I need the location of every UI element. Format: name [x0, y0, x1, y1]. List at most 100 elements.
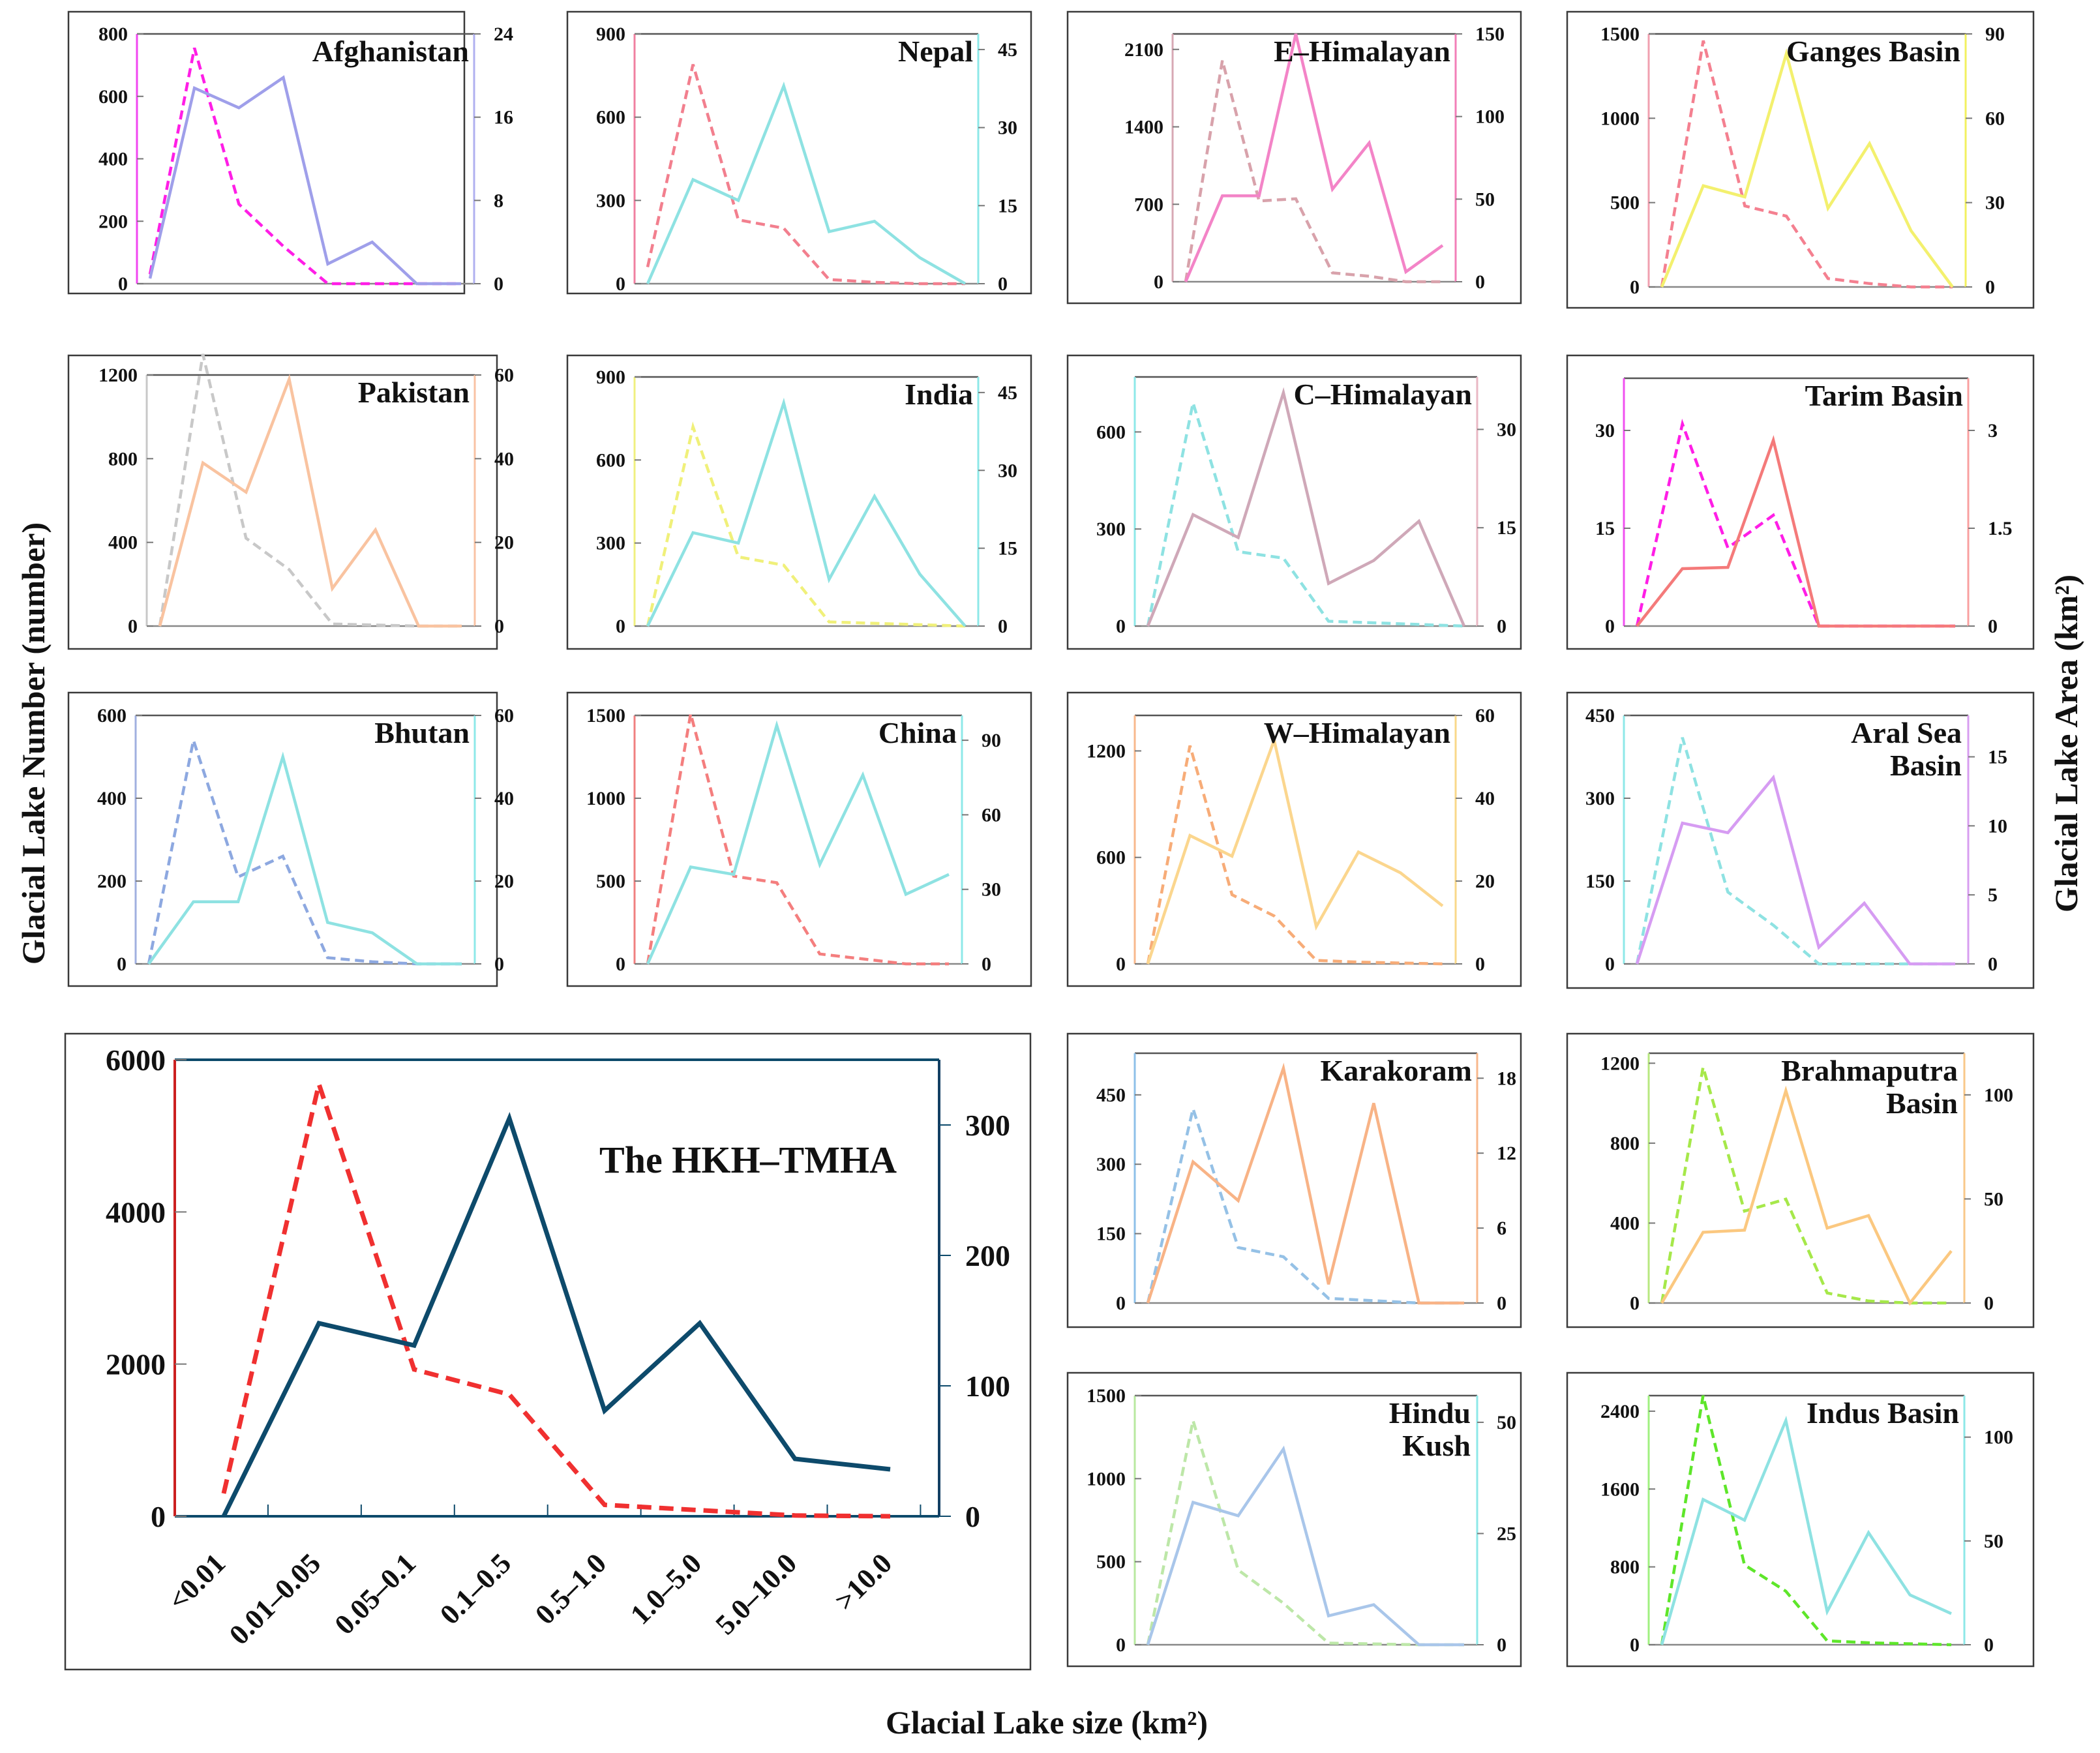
left-tick-label: 300 — [1585, 788, 1615, 809]
panel-w-himalayan: 0 600 1200 0 20 40 60 W–Himalayan — [1066, 691, 1522, 987]
x-category-label: 0.01–0.05 — [223, 1547, 327, 1651]
panel-title: Hindu — [1389, 1396, 1471, 1430]
right-tick-label: 15 — [998, 195, 1017, 217]
right-tick-label: 60 — [1985, 108, 2005, 129]
right-tick-label: 50 — [1984, 1531, 2003, 1552]
left-tick-label: 600 — [1096, 421, 1126, 443]
number-series-line — [1146, 1103, 1464, 1305]
right-tick-label: 90 — [982, 730, 1001, 751]
panel-frame — [67, 354, 498, 650]
left-tick-label: 800 — [108, 448, 138, 470]
left-tick-label: 900 — [596, 367, 625, 388]
panel-title: Indus Basin — [1807, 1396, 1959, 1430]
left-tick-label: 500 — [596, 871, 625, 892]
panel-c-himalayan: 0 300 600 0 15 30 C–Himalayan — [1066, 354, 1522, 650]
right-tick-label: 0 — [998, 616, 1008, 637]
x-category-label: <0.01 — [162, 1547, 232, 1617]
area-series-line — [158, 374, 462, 628]
left-tick-label: 600 — [97, 705, 127, 727]
number-series-line — [1660, 40, 1953, 289]
panel-indus-basin: 0 800 1600 2400 0 50 100 Indus Basin — [1566, 1371, 2035, 1668]
number-series-line — [646, 713, 949, 966]
panel-pakistan: 0 400 800 1200 0 20 40 60 Pakistan — [67, 353, 514, 650]
right-tick-label: 100 — [965, 1370, 1010, 1403]
panel-karakoram: 0 150 300 450 0 6 12 18 Karakoram — [1066, 1032, 1522, 1328]
right-tick-label: 10 — [1988, 815, 2007, 837]
right-tick-label: 8 — [494, 190, 503, 211]
x-category-label: 0.5–1.0 — [529, 1547, 612, 1630]
left-tick-label: 0 — [616, 616, 625, 637]
panel-frame — [566, 10, 1032, 295]
right-tick-label: 0 — [494, 953, 504, 975]
left-tick-label: 0 — [1605, 616, 1615, 637]
right-tick-label: 30 — [998, 460, 1017, 481]
left-tick-label: 0 — [117, 953, 127, 975]
panel-frame — [566, 354, 1032, 650]
panel-frame — [1566, 1032, 2035, 1328]
x-category-label: 5.0–10.0 — [710, 1547, 803, 1641]
left-tick-label: 0 — [1116, 1293, 1126, 1314]
right-tick-label: 50 — [1984, 1188, 2003, 1210]
left-tick-label: 0 — [616, 953, 625, 975]
right-tick-label: 100 — [1984, 1427, 2013, 1448]
right-tick-label: 100 — [1984, 1085, 2013, 1106]
left-tick-label: 900 — [596, 23, 625, 45]
right-tick-label: 0 — [982, 953, 991, 975]
right-tick-label: 30 — [1497, 419, 1516, 440]
left-tick-label: 1200 — [1600, 1053, 1640, 1074]
left-tick-label: 400 — [97, 788, 127, 809]
left-tick-label: 1500 — [1087, 1385, 1126, 1407]
left-tick-label: 2000 — [106, 1348, 166, 1381]
left-tick-label: 150 — [1585, 871, 1615, 892]
right-tick-label: 0 — [1497, 1634, 1507, 1656]
area-series-line — [148, 75, 461, 286]
number-series-line — [646, 421, 966, 628]
left-tick-label: 500 — [1096, 1551, 1126, 1573]
panel-frame — [1066, 1032, 1522, 1328]
right-tick-label: 16 — [494, 107, 513, 128]
left-tick-label: 0 — [118, 273, 128, 295]
right-tick-label: 200 — [965, 1239, 1010, 1272]
area-series-line — [646, 720, 950, 965]
area-series-line — [1146, 1445, 1464, 1647]
panel-title: E–Himalayan — [1274, 35, 1450, 68]
left-tick-label: 2400 — [1600, 1401, 1640, 1422]
right-tick-label: 60 — [494, 705, 514, 727]
area-series-line — [1635, 774, 1955, 966]
left-tick-label: 450 — [1585, 705, 1615, 727]
area-series-line — [1636, 435, 1955, 628]
left-tick-label: 1600 — [1600, 1478, 1640, 1500]
left-tick-label: 0 — [1116, 953, 1126, 975]
panel-title: Ganges Basin — [1786, 35, 1960, 68]
global-x-label: Glacial Lake size (km²) — [886, 1704, 1208, 1741]
area-series-line — [646, 397, 967, 627]
right-tick-label: 60 — [494, 365, 514, 386]
panel-title: Brahmaputra — [1781, 1054, 1958, 1087]
right-tick-label: 40 — [494, 788, 514, 809]
right-tick-label: 0 — [494, 616, 504, 637]
left-tick-label: 300 — [596, 533, 625, 554]
panel-title: Basin — [1886, 1086, 1958, 1120]
left-tick-label: 4000 — [106, 1195, 166, 1229]
number-series-line — [1635, 419, 1955, 628]
panel-china: 0 500 1000 1500 0 30 60 90 China — [566, 691, 1032, 987]
number-series-line — [147, 734, 462, 966]
panel-title: Afghanistan — [312, 35, 469, 68]
left-tick-label: 30 — [1595, 420, 1615, 442]
right-tick-label: 50 — [1475, 188, 1495, 210]
x-category-label: >10.0 — [828, 1547, 898, 1617]
area-series-line — [1146, 387, 1466, 627]
right-tick-label: 100 — [1475, 106, 1505, 128]
left-tick-label: 1000 — [586, 788, 625, 809]
left-tick-label: 400 — [108, 532, 138, 554]
right-tick-label: 0 — [998, 273, 1008, 295]
panel-title: India — [905, 378, 973, 411]
right-tick-label: 30 — [982, 879, 1001, 901]
left-tick-label: 0 — [151, 1500, 166, 1533]
panel-the-hkh-tmha: 0 2000 4000 6000 0 100 200 300 <0.010.01–0.05 0.0… — [64, 1032, 1032, 1671]
panel-title: Karakoram — [1320, 1054, 1472, 1087]
number-series-line — [148, 47, 461, 286]
left-tick-label: 400 — [1610, 1212, 1640, 1234]
right-tick-label: 90 — [1985, 23, 2005, 45]
right-tick-label: 150 — [1475, 23, 1505, 45]
